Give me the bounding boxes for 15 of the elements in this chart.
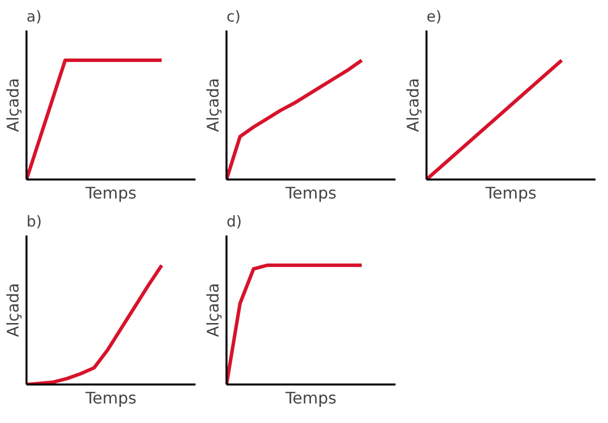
y-axis-title: Alçada xyxy=(4,283,22,337)
chart-title: d) xyxy=(226,212,242,230)
x-axis-title: Temps xyxy=(84,184,136,202)
y-axis-title: Alçada xyxy=(204,283,222,337)
chart-title: e) xyxy=(426,8,442,26)
x-axis-title: Temps xyxy=(284,388,336,408)
x-axis-title: Temps xyxy=(284,184,336,202)
x-axis-title: Temps xyxy=(84,388,136,408)
chart-title: a) xyxy=(26,8,42,26)
chart-title: b) xyxy=(26,212,42,230)
y-axis-title: Alçada xyxy=(404,78,422,132)
chart-title: c) xyxy=(226,8,241,26)
x-axis-title: Temps xyxy=(484,184,536,202)
y-axis-title: Alçada xyxy=(204,78,222,132)
y-axis-title: Alçada xyxy=(4,78,22,132)
